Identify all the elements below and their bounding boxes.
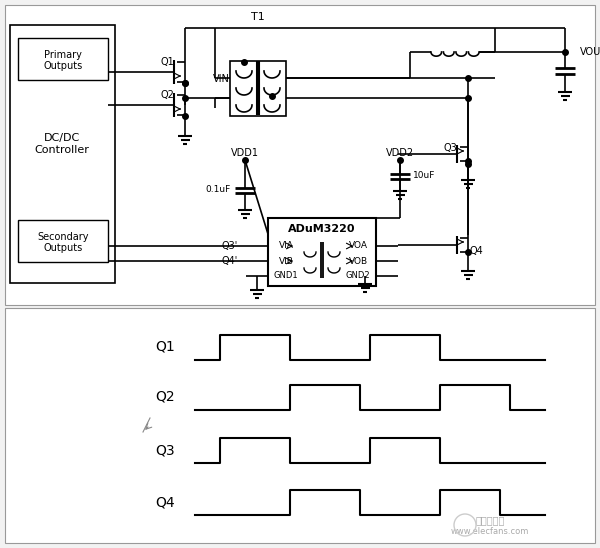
Text: 0.1uF: 0.1uF (206, 186, 231, 195)
Text: Q3: Q3 (443, 143, 457, 153)
Text: Q3': Q3' (222, 241, 238, 251)
Bar (10, 25, 115, 283)
Text: VOUT: VOUT (580, 47, 600, 57)
Text: VIA: VIA (278, 242, 293, 250)
Text: Q1: Q1 (160, 57, 174, 67)
Text: Secondary: Secondary (37, 232, 89, 242)
Text: Controller: Controller (35, 145, 89, 155)
Text: GND1: GND1 (274, 271, 298, 281)
Text: Outputs: Outputs (43, 243, 83, 253)
Text: DC/DC: DC/DC (44, 133, 80, 143)
Text: VIN: VIN (213, 74, 230, 84)
Text: VOB: VOB (349, 256, 368, 265)
Text: 10uF: 10uF (413, 172, 436, 180)
Text: VIB: VIB (278, 256, 293, 265)
Bar (5, 308, 595, 543)
Text: Q4': Q4' (222, 256, 238, 266)
Text: VDD1: VDD1 (231, 148, 259, 158)
Text: GND2: GND2 (346, 271, 370, 281)
Bar (18, 38, 108, 80)
Text: Primary: Primary (44, 50, 82, 60)
Bar (18, 220, 108, 262)
Text: www.elecfans.com: www.elecfans.com (451, 528, 529, 536)
Text: VDD2: VDD2 (386, 148, 414, 158)
Bar (268, 218, 376, 286)
Text: T1: T1 (251, 12, 265, 22)
Bar (230, 61, 286, 116)
Text: Q4: Q4 (469, 246, 483, 256)
Text: Q4: Q4 (155, 495, 175, 509)
Text: Q2: Q2 (160, 90, 174, 100)
Text: 电子发烧友: 电子发烧友 (475, 515, 505, 525)
Text: ADuM3220: ADuM3220 (288, 224, 356, 234)
Text: Q2: Q2 (155, 390, 175, 404)
Bar (5, 5, 595, 305)
Text: Q1: Q1 (155, 340, 175, 354)
Text: VOA: VOA (349, 242, 367, 250)
Text: Q3: Q3 (155, 443, 175, 457)
Text: Outputs: Outputs (43, 61, 83, 71)
